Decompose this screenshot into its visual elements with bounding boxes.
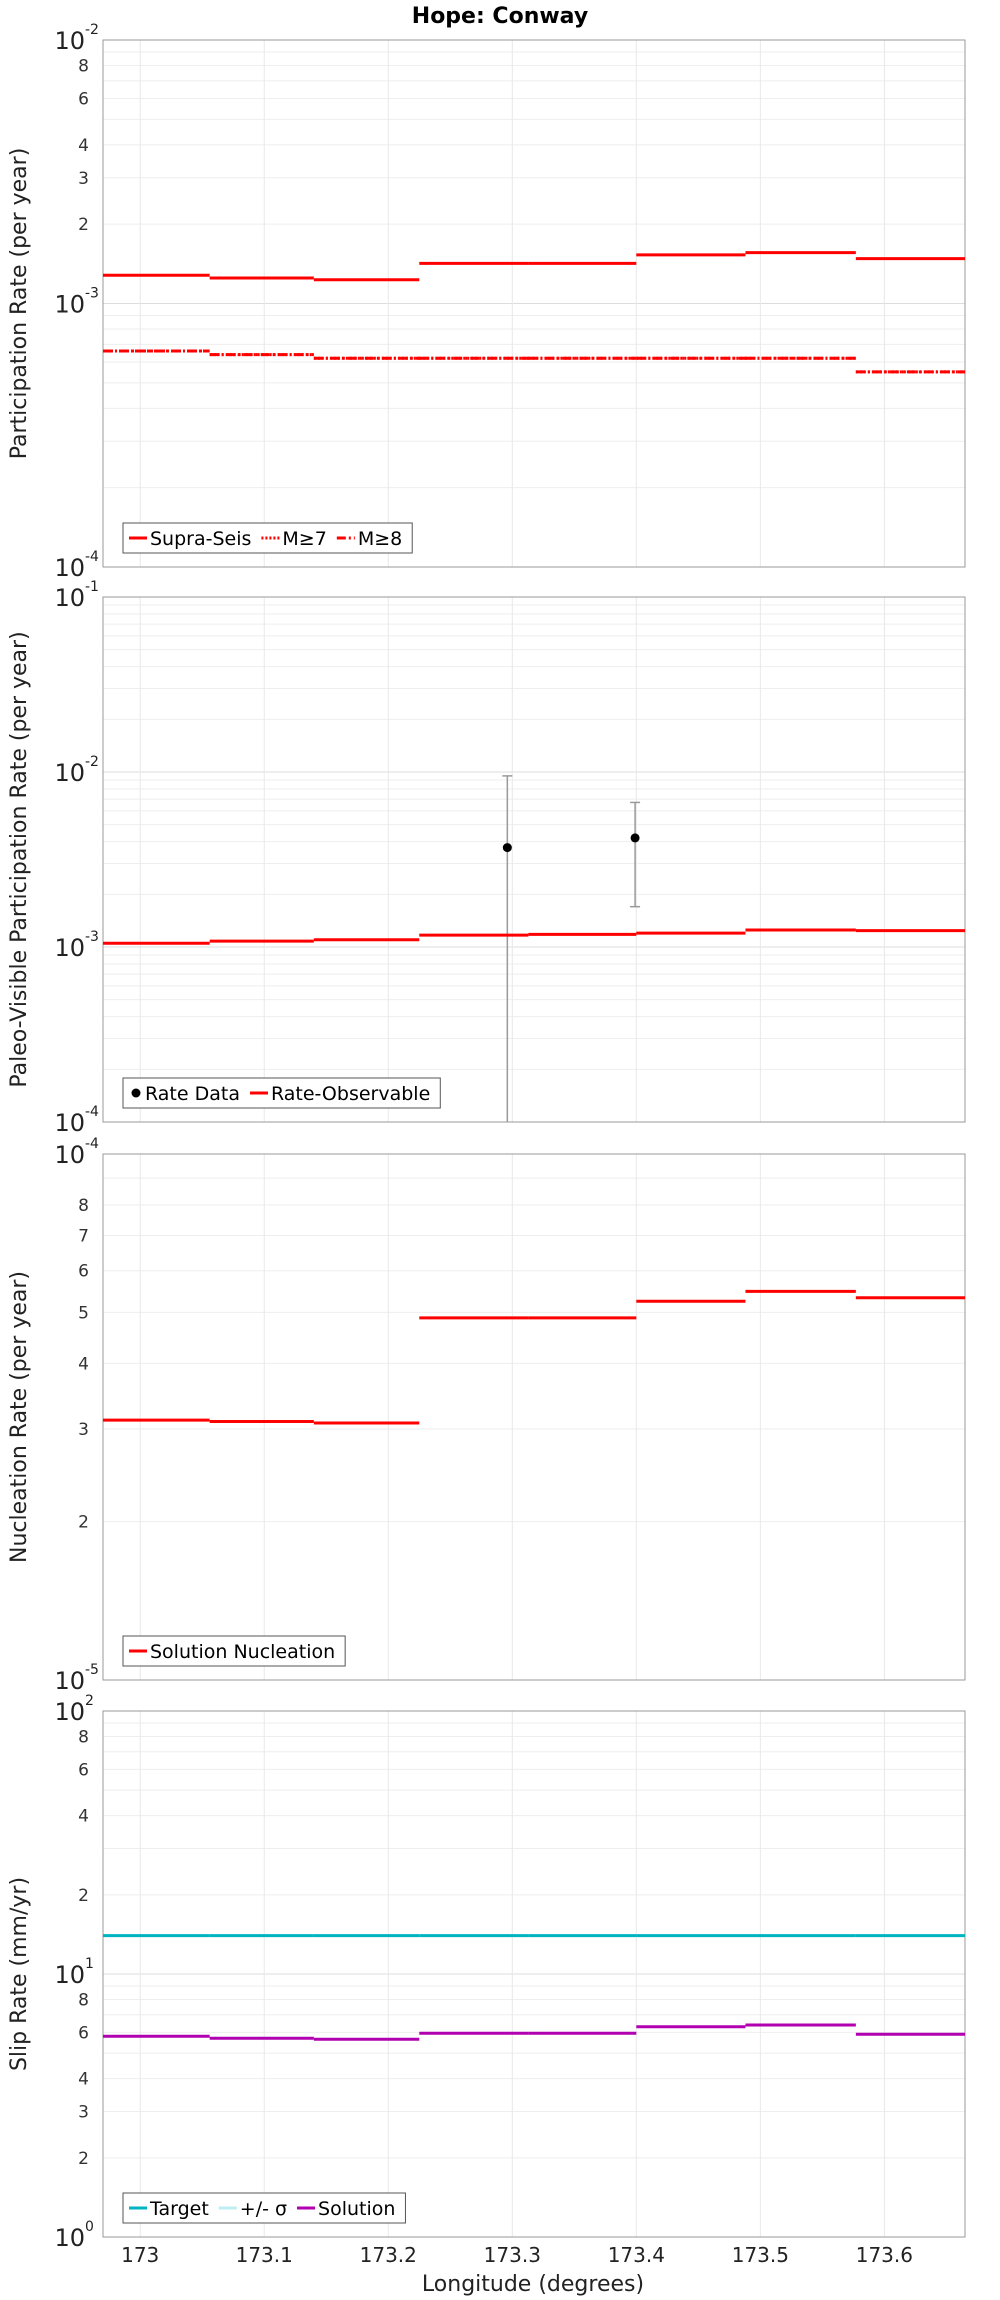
y-tick-label-exponent: 1 [85,1956,94,1972]
x-tick-label: 173.4 [608,2243,665,2267]
y-tick-label-exponent: -4 [85,1136,99,1152]
y-tick-label-decade: 10 [54,291,85,319]
y-tick-label-decade: 10 [54,1109,85,1137]
y-tick-label-minor: 7 [78,1226,89,1246]
plot-frame [102,596,966,1123]
legend: Solution Nucleation [122,1635,346,1667]
y-tick-label-exponent: -5 [85,1662,99,1678]
y-tick-label-minor: 6 [78,1760,89,1780]
y-tick-label-decade: 10 [54,934,85,962]
y-tick-label-decade: 10 [54,1141,85,1169]
y-axis-label: Nucleation Rate (per year) [7,1271,32,1563]
y-tick-label-exponent: 2 [85,1693,94,1709]
y-tick-label-minor: 8 [78,1196,89,1216]
y-tick-label-decade: 10 [54,584,85,612]
y-tick-label-minor: 4 [78,2070,89,2090]
x-tick-label: 173.6 [856,2243,913,2267]
legend-label: M≥8 [358,528,402,550]
y-tick-label-exponent: -4 [85,1104,99,1120]
x-tick-label: 173.3 [484,2243,541,2267]
y-tick-label-minor: 8 [78,57,89,77]
x-axis: 173 173.1 173.2 173.3 173.4 173.5 173.6 [121,2243,913,2267]
y-tick-label-minor: 2 [78,1513,89,1533]
plot-frame [102,1153,966,1681]
y-tick-label-minor: 3 [78,169,89,189]
legend-label: Supra-Seis [150,528,251,550]
series-Solution [103,2023,965,2041]
rate-data-point [630,833,640,843]
y-tick-label-exponent: -2 [85,754,99,770]
legend-box [122,2192,406,2224]
y-tick-label-minor: 5 [78,1303,89,1323]
y-tick-label-minor: 6 [78,89,89,109]
y-tick-label-minor: 8 [78,1990,89,2010]
y-tick-label-exponent: 0 [85,2219,94,2235]
y-tick-label-decade: 10 [54,554,85,582]
legend-label: Solution [318,2198,395,2220]
y-tick-label-minor: 6 [78,2023,89,2043]
series-M-8 [103,349,965,374]
series-Supra-Seis [103,251,965,282]
y-tick-label-decade: 10 [54,1667,85,1695]
legend-box [122,522,413,554]
x-tick-label: 173.5 [732,2243,789,2267]
y-tick-label-minor: 3 [78,2103,89,2123]
plot-frame [102,1710,966,2238]
legend-box [122,1077,441,1109]
y-tick-label-decade: 10 [54,1961,85,1989]
figure-title: Hope: Conway [412,4,588,29]
y-tick-label-minor: 4 [78,1807,89,1827]
y-tick-label-decade: 10 [54,2224,85,2252]
y-tick-label-minor: 6 [78,1262,89,1282]
y-axis-label: Slip Rate (mm/yr) [7,1877,32,2071]
legend-label: +/- σ [240,2198,287,2220]
y-tick-label-minor: 8 [78,1727,89,1747]
x-tick-label: 173.1 [236,2243,293,2267]
legend: Supra-Seis M≥7 M≥8 [122,522,413,554]
y-tick-label-minor: 4 [78,1354,89,1374]
y-tick-label-minor: 2 [78,2149,89,2169]
plot-frame [102,39,966,568]
y-tick-label-minor: 2 [78,1886,89,1906]
y-tick-label-decade: 10 [54,1698,85,1726]
legend-box [122,1635,346,1667]
x-tick-label: 173 [121,2243,159,2267]
y-tick-label-decade: 10 [54,759,85,787]
legend: Target +/- σ Solution [122,2192,406,2224]
y-axis-label: Paleo-Visible Participation Rate (per ye… [7,631,32,1087]
series-Rate-Observable [103,928,965,945]
x-axis-label: Longitude (degrees) [422,2272,644,2297]
y-axis-label: Participation Rate (per year) [7,148,32,460]
legend-label: Solution Nucleation [150,1641,335,1663]
x-tick-label: 173.2 [360,2243,417,2267]
series-Solution-Nucleation [103,1289,965,1425]
legend: Rate Data Rate-Observable [122,1077,441,1109]
y-tick-label-exponent: -2 [85,22,99,38]
rate-data-point [502,843,512,853]
y-tick-label-minor: 2 [78,215,89,235]
legend-label: Rate Data [145,1083,240,1105]
legend-label: M≥7 [282,528,326,550]
y-tick-label-exponent: -3 [85,929,99,945]
y-tick-label-minor: 3 [78,1420,89,1440]
y-tick-label-decade: 10 [54,27,85,55]
legend-label: Target [149,2198,209,2220]
y-tick-label-exponent: -3 [85,286,99,302]
legend-label: Rate-Observable [271,1083,430,1105]
y-tick-label-minor: 4 [78,136,89,156]
y-tick-label-exponent: -1 [85,579,99,595]
legend-marker [131,1088,141,1098]
y-tick-label-exponent: -4 [85,549,99,565]
